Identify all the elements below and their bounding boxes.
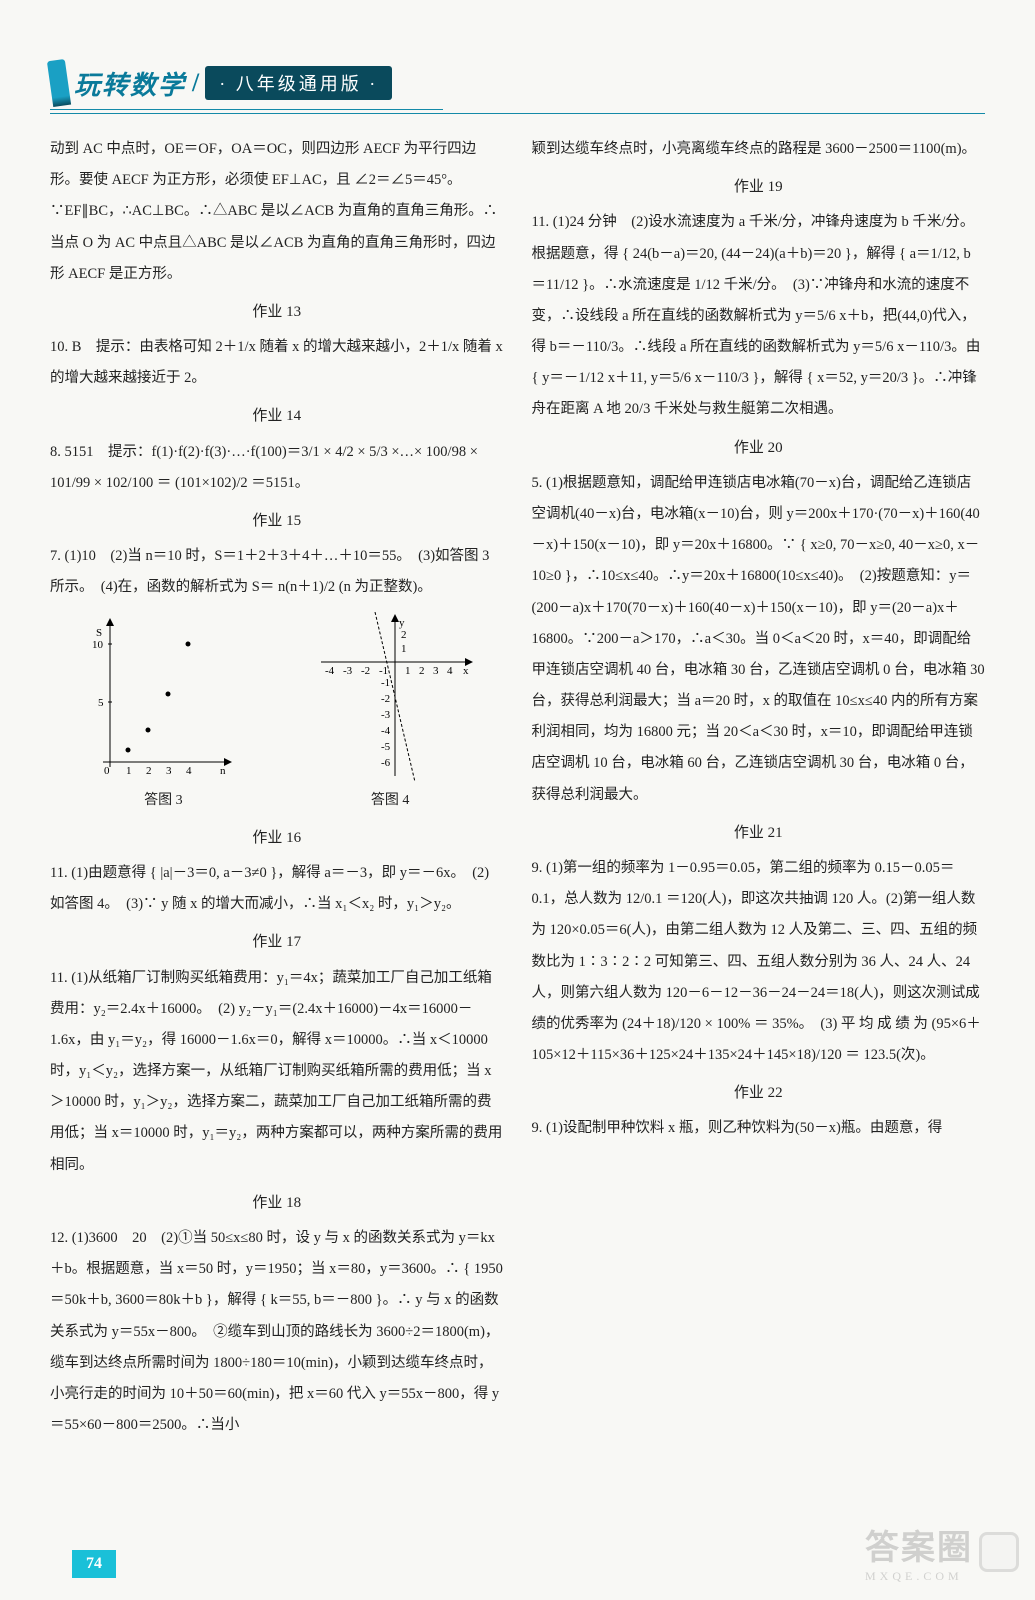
- brand-title: 玩转数学: [74, 65, 186, 102]
- hw18-continued: 颖到达缆车终点时，小亮离缆车终点的路程是 3600－2500＝1100(m)。: [532, 134, 986, 165]
- svg-text:x: x: [463, 665, 469, 677]
- svg-text:1: 1: [401, 643, 407, 655]
- header-rule-short: [50, 109, 443, 110]
- watermark-logo-icon: [979, 1532, 1019, 1572]
- watermark: 答案圈 MXQE.COM: [865, 1520, 1019, 1584]
- figure-4: y x -4-3 -2-1 12 34 12 -1-2 -3-4 -5-6: [315, 612, 465, 816]
- svg-text:-4: -4: [325, 665, 335, 677]
- heading-hw17: 作业 17: [50, 926, 504, 958]
- heading-hw19: 作业 19: [532, 171, 986, 203]
- heading-hw15: 作业 15: [50, 505, 504, 537]
- heading-hw18: 作业 18: [50, 1187, 504, 1219]
- hw19-p11: 11. (1)24 分钟 (2)设水流速度为 a 千米/分，冲锋舟速度为 b 千…: [532, 207, 986, 425]
- heading-hw16: 作业 16: [50, 822, 504, 854]
- svg-text:2: 2: [401, 629, 407, 641]
- fig4-label: 答图 4: [315, 786, 465, 816]
- svg-text:1: 1: [405, 665, 411, 677]
- heading-hw14: 作业 14: [50, 400, 504, 432]
- svg-text:-2: -2: [361, 665, 370, 677]
- grade-subtitle: · 八年级通用版 ·: [205, 66, 392, 100]
- figures-row: S 10 5 0 12 34 n: [50, 612, 504, 816]
- hw22-p9: 9. (1)设配制甲种饮料 x 瓶，则乙种饮料为(50－x)瓶。由题意，得: [532, 1113, 986, 1144]
- heading-hw20: 作业 20: [532, 432, 986, 464]
- fig4-svg: y x -4-3 -2-1 12 34 12 -1-2 -3-4 -5-6: [315, 612, 475, 782]
- hw18-p12: 12. (1)3600 20 (2)①当 50≤x≤80 时，设 y 与 x 的…: [50, 1223, 504, 1441]
- svg-text:n: n: [220, 765, 226, 777]
- hw14-p8: 8. 5151 提示：f(1)·f(2)·f(3)·…·f(100)＝3/1 ×…: [50, 437, 504, 499]
- svg-text:2: 2: [419, 665, 425, 677]
- svg-text:y: y: [399, 617, 405, 629]
- watermark-text: 答案圈: [865, 1520, 973, 1569]
- svg-text:2: 2: [146, 765, 152, 777]
- svg-text:S: S: [96, 627, 102, 639]
- hw20-p5: 5. (1)根据题意知，调配给甲连锁店电冰箱(70－x)台，调配给乙连锁店空调机…: [532, 468, 986, 811]
- hw16-p11: 11. (1)由题意得 { |a|－3＝0, a－3≠0 }，解得 a＝－3，即…: [50, 858, 504, 920]
- svg-text:-4: -4: [381, 725, 391, 737]
- svg-text:-3: -3: [343, 665, 353, 677]
- svg-text:3: 3: [166, 765, 172, 777]
- slash-divider: /: [192, 68, 199, 98]
- right-column: 颖到达缆车终点时，小亮离缆车终点的路程是 3600－2500＝1100(m)。 …: [532, 134, 986, 1441]
- svg-text:10: 10: [92, 639, 104, 651]
- header-rule: [50, 113, 985, 114]
- pencil-icon: [47, 59, 71, 107]
- left-column: 动到 AC 中点时，OE＝OF，OA＝OC，则四边形 AECF 为平行四边形。要…: [50, 134, 504, 1441]
- svg-text:5: 5: [98, 697, 104, 709]
- svg-text:-2: -2: [381, 693, 390, 705]
- svg-text:-1: -1: [381, 677, 390, 689]
- page-number: 74: [72, 1550, 116, 1578]
- watermark-sub: MXQE.COM: [865, 1569, 973, 1584]
- svg-text:1: 1: [126, 765, 132, 777]
- svg-text:-6: -6: [381, 757, 391, 769]
- hw15-p7: 7. (1)10 (2)当 n＝10 时，S＝1＋2＋3＋4＋…＋10＝55。 …: [50, 541, 504, 603]
- svg-text:-3: -3: [381, 709, 391, 721]
- svg-text:4: 4: [186, 765, 192, 777]
- heading-hw21: 作业 21: [532, 817, 986, 849]
- svg-text:-5: -5: [381, 741, 391, 753]
- hw17-p11: 11. (1)从纸箱厂订制购买纸箱费用：y₁＝4x；蔬菜加工厂自己加工纸箱费用：…: [50, 963, 504, 1181]
- svg-text:0: 0: [104, 765, 110, 777]
- hw21-p9: 9. (1)第一组的频率为 1－0.95＝0.05，第二组的频率为 0.15－0…: [532, 853, 986, 1071]
- fig3-label: 答图 3: [88, 786, 238, 816]
- heading-hw22: 作业 22: [532, 1077, 986, 1109]
- intro-paragraph: 动到 AC 中点时，OE＝OF，OA＝OC，则四边形 AECF 为平行四边形。要…: [50, 134, 504, 290]
- svg-text:-1: -1: [379, 665, 388, 677]
- hw13-p10: 10. B 提示：由表格可知 2＋1/x 随着 x 的增大越来越小，2＋1/x …: [50, 332, 504, 394]
- figure-3: S 10 5 0 1 2 3 4 n: [88, 612, 238, 816]
- page-header: 玩转数学 / · 八年级通用版 ·: [50, 60, 985, 106]
- svg-text:4: 4: [447, 665, 453, 677]
- fig3-svg: S 10 5 0 1 2 3 4 n: [88, 612, 238, 782]
- heading-hw13: 作业 13: [50, 296, 504, 328]
- content-columns: 动到 AC 中点时，OE＝OF，OA＝OC，则四边形 AECF 为平行四边形。要…: [50, 134, 985, 1441]
- svg-text:3: 3: [433, 665, 439, 677]
